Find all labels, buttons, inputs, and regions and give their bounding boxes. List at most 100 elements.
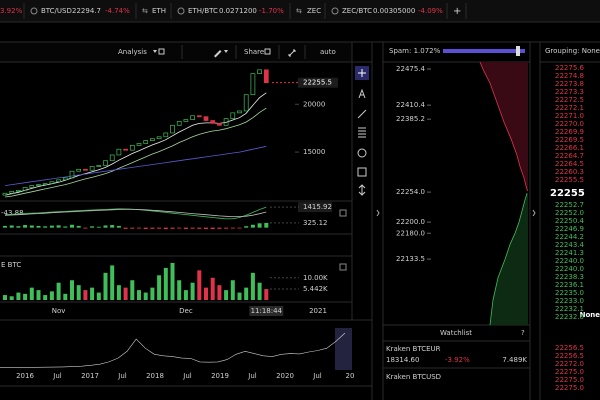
candle	[129, 145, 135, 151]
y-tick-label: 22133.5	[396, 255, 425, 263]
share-button[interactable]: Share	[244, 48, 264, 56]
ask-price: 22264.5	[555, 160, 584, 168]
macd-bar	[257, 223, 262, 228]
tab-change: -1.70%	[259, 7, 284, 15]
tab-pair[interactable]: ZEC/BTC	[342, 7, 372, 15]
macd-bar	[244, 226, 249, 228]
volume-bar	[157, 275, 162, 300]
watch-name[interactable]: Kraken BTCEUR	[386, 345, 441, 353]
y-tick-label: 10.00K	[303, 274, 328, 282]
macd-bar	[43, 226, 48, 228]
y-tick-label: 22385.2	[396, 115, 425, 123]
mid-price: 22255	[550, 188, 585, 199]
volume-bar	[90, 287, 95, 300]
draw-icon[interactable]	[214, 50, 222, 58]
price-label: 22255.5	[303, 79, 332, 87]
candle	[76, 168, 82, 172]
macd-bar	[170, 227, 175, 229]
candle	[123, 148, 128, 151]
tab-pair[interactable]: ETH	[152, 7, 166, 15]
bid-price: 22252.7	[555, 201, 584, 209]
volume-bar	[83, 290, 88, 300]
y-tick-label: 22254.0	[396, 188, 425, 196]
grouping-value: None	[580, 311, 600, 319]
shape-tool[interactable]	[357, 148, 367, 158]
trade-price: 22275.0	[555, 376, 584, 384]
close-panel[interactable]	[339, 263, 347, 271]
ask-price: 22264.7	[555, 152, 584, 160]
candle	[89, 166, 95, 171]
tab-pair[interactable]: ETH/BTC	[188, 7, 218, 15]
y-tick-label: 325.12	[303, 219, 328, 227]
candle	[196, 115, 202, 118]
trade-price: 22275.0	[555, 384, 584, 392]
add-tab[interactable]: +	[453, 6, 461, 17]
tab-pair[interactable]: ZEC	[307, 7, 321, 15]
bid-price: 22240.0	[555, 257, 584, 265]
volume-bar	[244, 287, 249, 300]
macd-bar	[130, 227, 135, 229]
watch-name[interactable]: Kraken BTCUSD	[386, 373, 441, 381]
watchlist-title: Watchlist	[440, 329, 472, 337]
candle	[217, 123, 222, 126]
tab-change: -4.74%	[105, 7, 130, 15]
bid-price: 22244.2	[555, 233, 584, 241]
x-tick-label: Nov	[52, 307, 66, 315]
range-tool[interactable]	[358, 184, 366, 196]
tab-pair[interactable]: BTC/USD	[41, 7, 72, 15]
share-icon[interactable]	[264, 48, 271, 55]
candle	[49, 181, 55, 185]
analysis-icon[interactable]	[158, 48, 165, 55]
text-tool[interactable]	[358, 88, 366, 99]
watchlist-help[interactable]: ?	[521, 329, 525, 337]
time-label-box	[249, 306, 284, 316]
fib-tool[interactable]	[358, 127, 366, 138]
overview-label: 20	[346, 372, 355, 380]
volume-bar	[217, 285, 222, 300]
macd-bar	[3, 225, 7, 228]
macd-bar	[63, 226, 68, 228]
volume-bar	[123, 287, 128, 300]
candle	[150, 138, 155, 141]
candle	[2, 192, 8, 196]
span-handle[interactable]	[516, 46, 520, 56]
macd-bar	[150, 227, 155, 229]
crosshair-icon	[358, 69, 366, 77]
analysis-button[interactable]: Analysis	[118, 48, 147, 56]
tick-box	[298, 202, 332, 213]
volume-bar	[137, 290, 141, 300]
measure-tool[interactable]	[357, 167, 367, 177]
fullscreen-icon[interactable]	[288, 49, 296, 57]
macd-bar	[110, 225, 115, 228]
bid-price: 22240.0	[555, 265, 584, 273]
candle	[176, 121, 182, 126]
bid-price: 22250.4	[555, 217, 584, 225]
ask-price: 22266.1	[555, 144, 584, 152]
collapse-arrow[interactable]	[532, 209, 536, 217]
candle	[190, 115, 195, 120]
ask-price: 22273.8	[555, 80, 584, 88]
ask-price: 22272.1	[555, 104, 584, 112]
span-slider[interactable]	[443, 49, 525, 53]
candle	[109, 154, 115, 162]
ask-price: 22255.5	[555, 176, 584, 184]
tab-icon: ⇆	[296, 7, 302, 15]
collapse-arrow[interactable]	[376, 209, 380, 217]
scale-button[interactable]: auto	[320, 48, 336, 56]
volume-bar	[103, 272, 108, 300]
line-tool[interactable]	[357, 109, 367, 119]
overview-label: 2020	[276, 372, 294, 380]
volume-bar	[9, 296, 14, 300]
candle	[230, 112, 236, 119]
candle	[183, 119, 189, 122]
y-tick-label: 1415.92	[303, 203, 332, 211]
volume-bar	[16, 292, 21, 300]
tab-icon	[30, 7, 38, 15]
grouping-label[interactable]: Grouping: None	[545, 47, 600, 55]
candle	[263, 69, 269, 84]
macd-bar	[16, 226, 21, 228]
close-panel[interactable]	[339, 209, 347, 217]
overview-label: Jul	[247, 372, 257, 380]
candle	[29, 185, 35, 188]
